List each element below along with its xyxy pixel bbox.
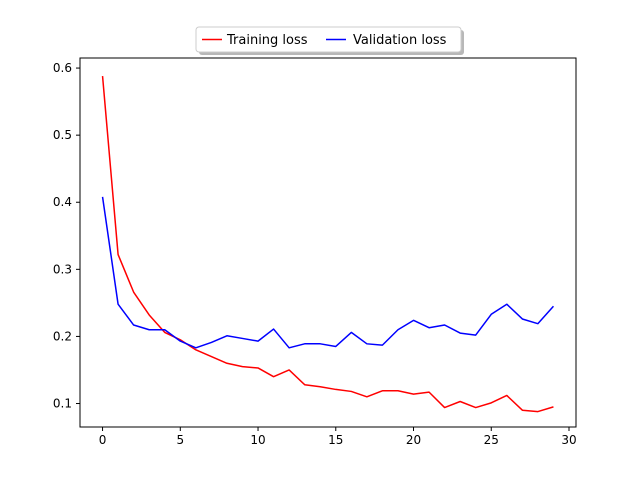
y-tick-label: 0.2: [53, 329, 72, 343]
y-tick-label: 0.3: [53, 262, 72, 276]
legend: Training loss Validation loss: [195, 26, 464, 55]
y-axis: 0.1 0.2 0.3 0.4 0.5 0.6: [53, 61, 80, 411]
legend-training-label: Training loss: [226, 33, 308, 48]
x-tick-label: 15: [328, 433, 343, 447]
y-tick-label: 0.1: [53, 397, 72, 411]
x-tick-label: 5: [176, 433, 184, 447]
x-tick-label: 10: [250, 433, 265, 447]
x-tick-label: 30: [561, 433, 576, 447]
x-tick-label: 25: [484, 433, 499, 447]
series-layer: [101, 76, 555, 413]
y-tick-label: 0.4: [53, 195, 72, 209]
y-tick-label: 0.5: [53, 128, 72, 142]
x-tick-label: 20: [406, 433, 421, 447]
plot-frame: [79, 57, 577, 428]
y-tick-label: 0.6: [53, 61, 72, 75]
legend-validation-label: Validation loss: [353, 33, 447, 48]
series-line-validation-loss: [101, 196, 555, 349]
x-tick-label: 0: [99, 433, 107, 447]
x-axis: 0 5 10 15 20 25 30: [99, 427, 577, 447]
